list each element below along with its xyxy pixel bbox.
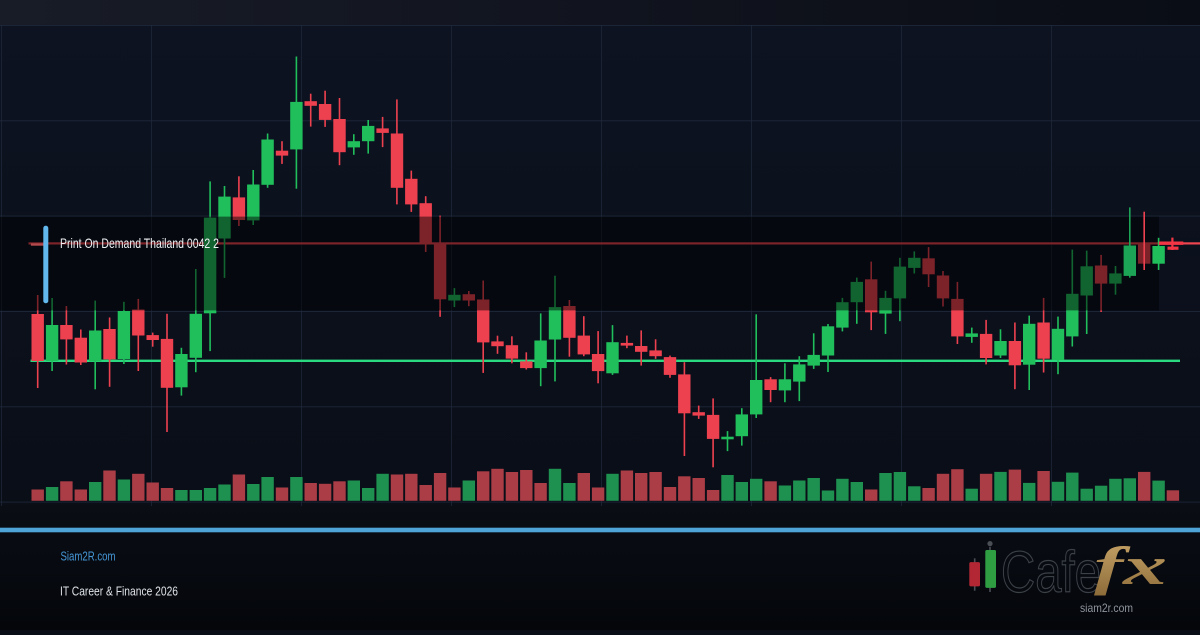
svg-text:Cafe: Cafe xyxy=(1001,540,1101,605)
svg-text:Print On Demand Thailand 0042: Print On Demand Thailand 0042 2 xyxy=(60,235,219,251)
svg-text:IT Career & Finance 2026: IT Career & Finance 2026 xyxy=(60,584,178,599)
svg-text:Siam2R.com: Siam2R.com xyxy=(61,549,116,564)
svg-text:siam2r.com: siam2r.com xyxy=(1080,601,1133,615)
svg-text:fx: fx xyxy=(1094,536,1167,596)
